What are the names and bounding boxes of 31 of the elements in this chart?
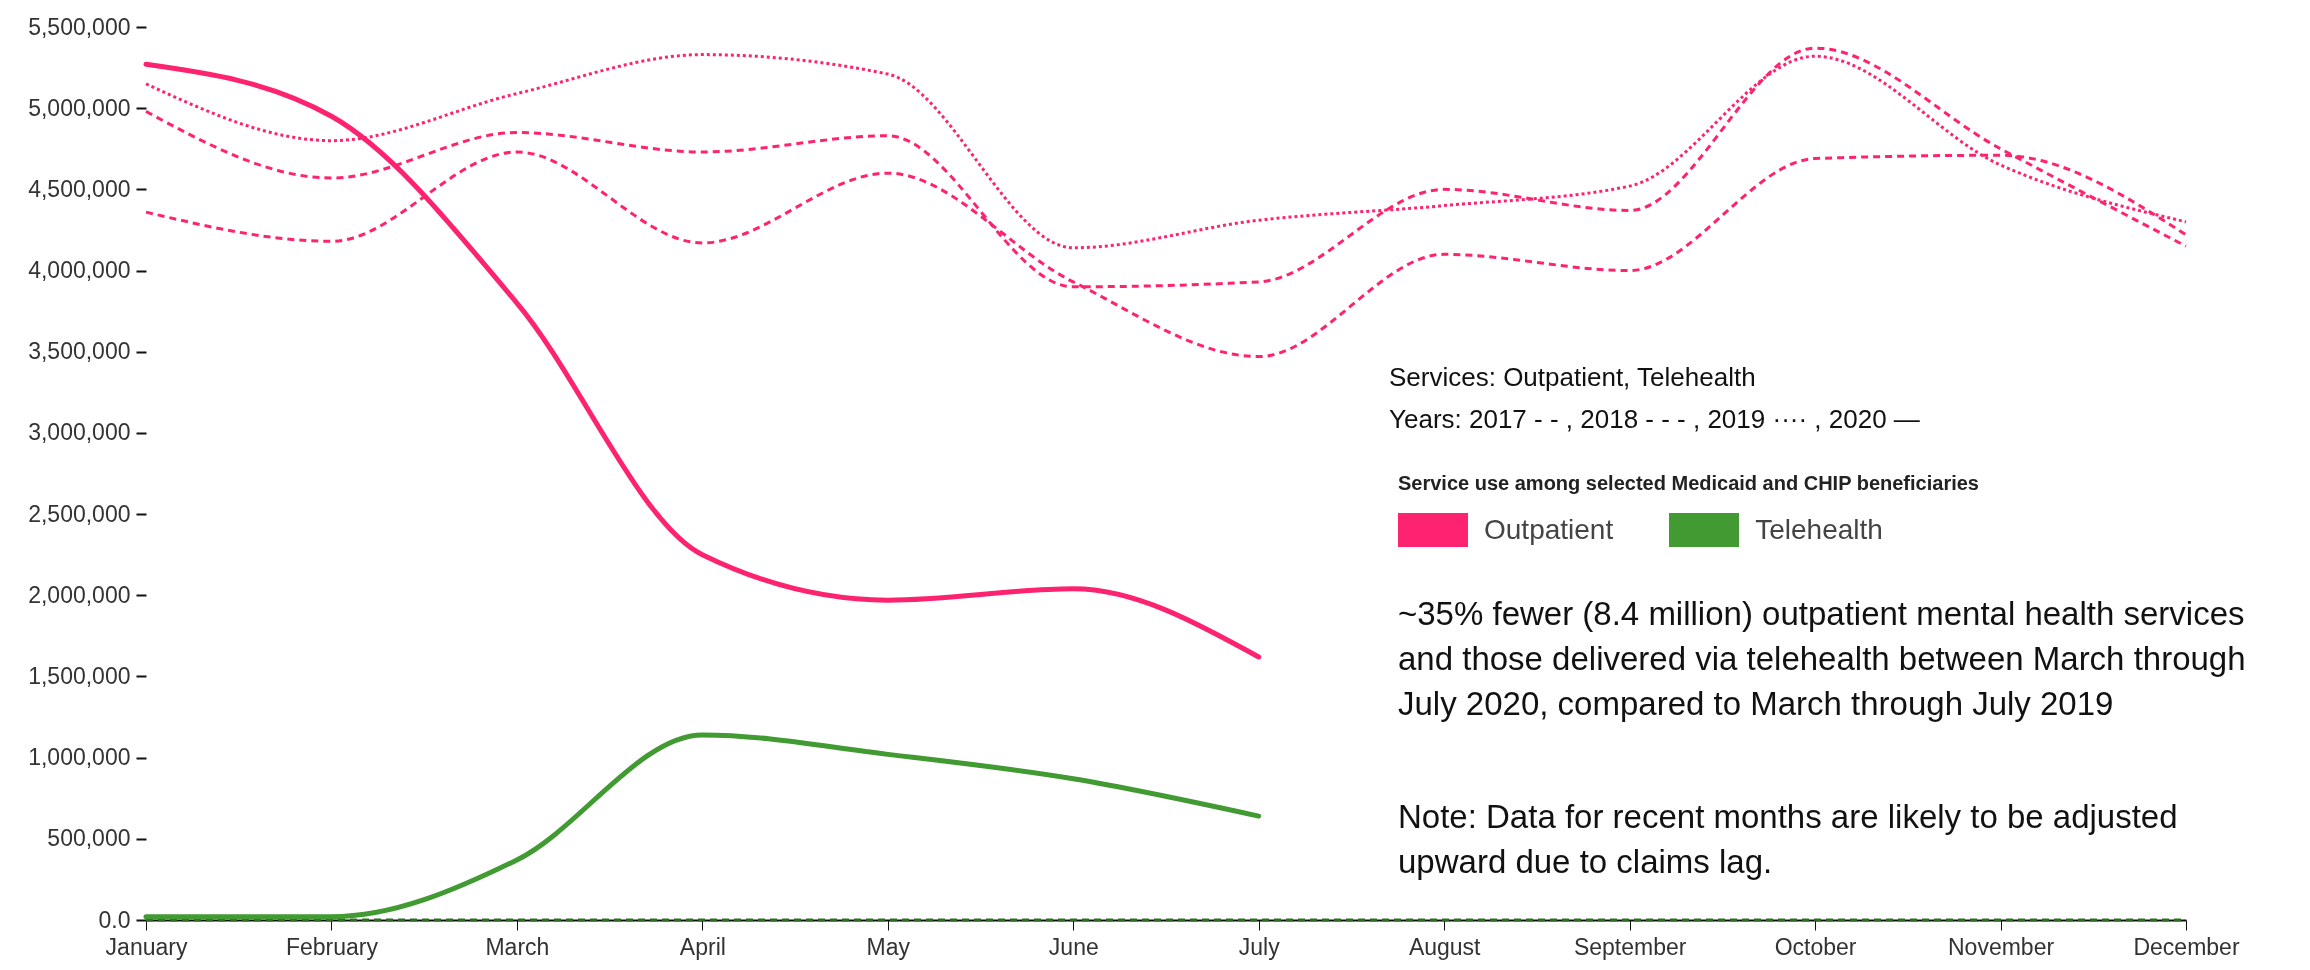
- y-tick-label: 4,000,000: [28, 257, 131, 284]
- x-tick-label: June: [1048, 933, 1099, 960]
- y-tick-label: 0.0: [98, 906, 131, 933]
- y-tick-label: 2,000,000: [28, 581, 131, 608]
- x-tick-label: March: [485, 933, 550, 960]
- y-tick-label: 2,500,000: [28, 500, 131, 527]
- y-tick-label: 4,500,000: [28, 175, 131, 202]
- x-tick-label: April: [679, 933, 726, 960]
- x-tick-label: October: [1774, 933, 1857, 960]
- y-tick-label: 1,500,000: [28, 662, 131, 689]
- x-tick-label: September: [1573, 933, 1687, 960]
- y-tick-label: 5,000,000: [28, 94, 131, 121]
- x-tick-label: May: [866, 933, 911, 960]
- annotation: ~35% fewer (8.4 million) outpatient mental health services and those delivered via telehealth between March through July 2020, compared to March through July 2019: [1398, 594, 2247, 724]
- annotation: Note: Data for recent months are likely to be adjusted upward due to claims lag.: [1398, 797, 2179, 882]
- y-tick-label: 3,000,000: [28, 419, 131, 446]
- y-tick-label: 1,000,000: [28, 744, 131, 771]
- legend-label: Outpatient: [1484, 514, 1614, 546]
- y-tick-label: 5,500,000: [28, 13, 131, 40]
- y-tick-label: 500,000: [47, 825, 131, 852]
- x-tick-label: August: [1408, 933, 1482, 960]
- x-tick-label: November: [1947, 933, 2055, 960]
- legend-title: Service use among selected Medicaid and CHIP beneficiaries: [1398, 472, 1979, 495]
- annotation: Years: 2017 - - , 2018 - - - , 2019 ···· , 2020 —: [1389, 404, 1921, 436]
- legend-label: Telehealth: [1755, 514, 1883, 546]
- x-tick-label: January: [105, 933, 188, 960]
- y-tick-label: 3,500,000: [28, 338, 131, 365]
- x-tick-label: July: [1238, 933, 1281, 960]
- annotation: Services: Outpatient, Telehealth: [1389, 362, 1757, 394]
- x-tick-label: February: [285, 933, 379, 960]
- x-tick-label: December: [2133, 933, 2240, 960]
